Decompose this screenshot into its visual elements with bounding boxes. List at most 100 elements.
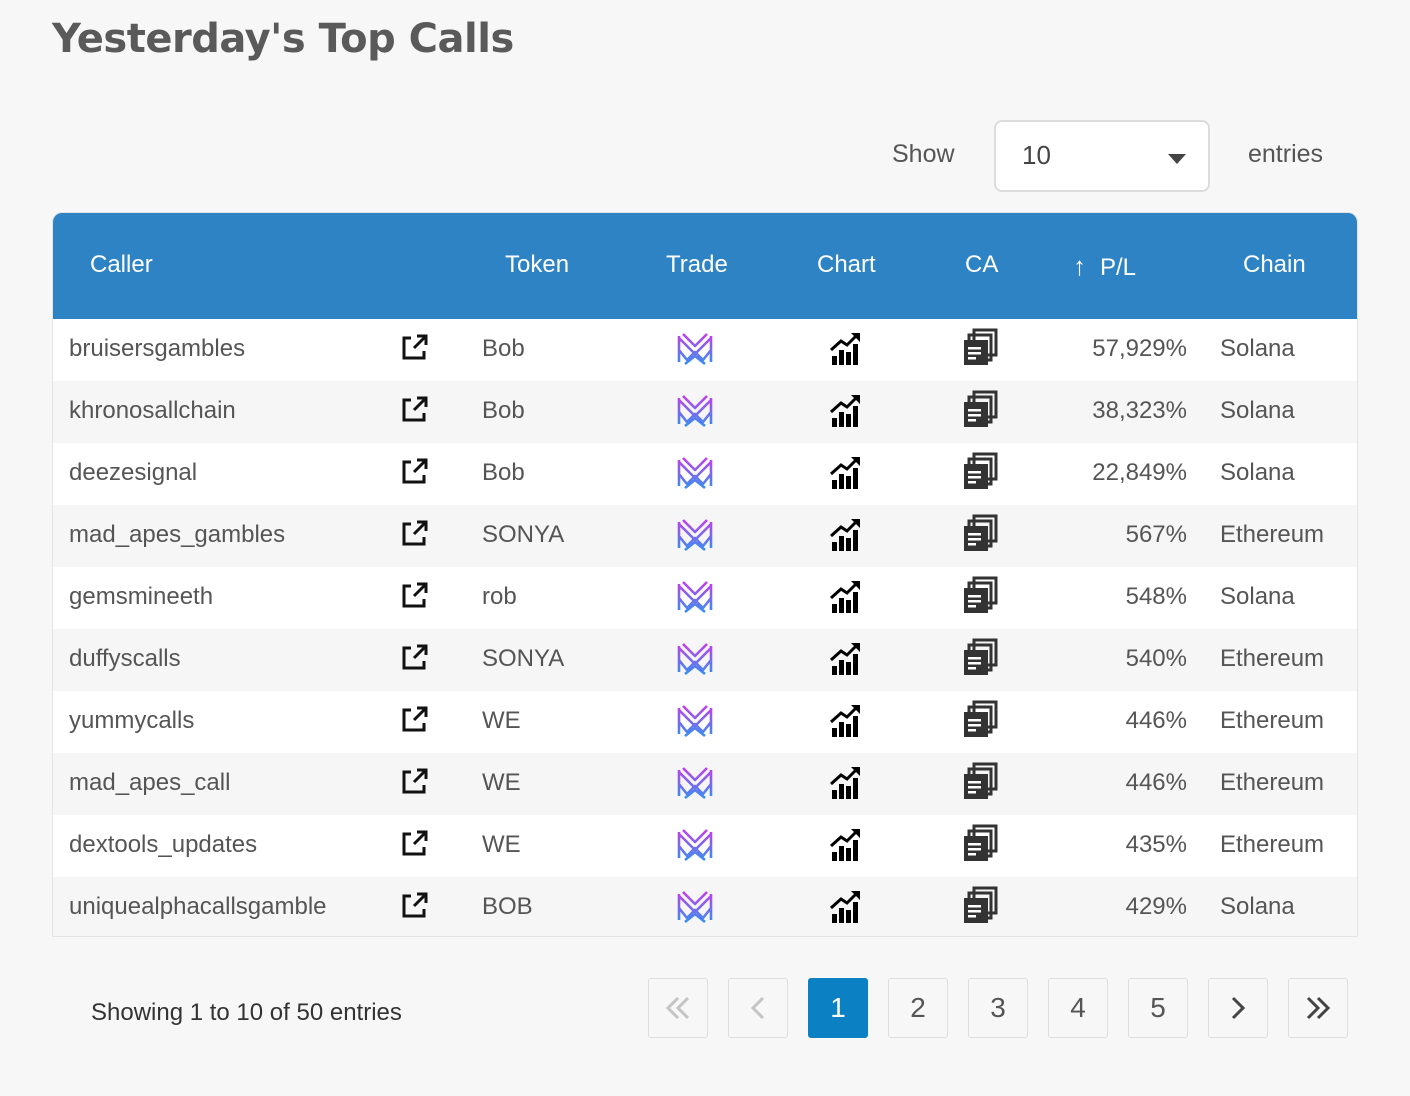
page-title: Yesterday's Top Calls [52, 16, 514, 62]
external-link-icon[interactable] [399, 581, 429, 611]
caller-name: bruisersgambles [69, 335, 246, 362]
chain-name: Ethereum [1220, 521, 1325, 548]
trade-logo-icon[interactable] [675, 578, 715, 616]
trade-logo-icon[interactable] [675, 764, 715, 802]
external-link-icon[interactable] [399, 643, 429, 673]
chart-icon[interactable] [829, 764, 863, 800]
trade-logo-icon[interactable] [675, 826, 715, 864]
copy-icon[interactable] [963, 638, 999, 676]
caller-name: mad_apes_call [69, 769, 231, 796]
token-name: SONYA [482, 645, 565, 672]
token-name: WE [482, 707, 521, 734]
copy-icon[interactable] [963, 390, 999, 428]
page-2-button[interactable]: 2 [888, 978, 948, 1038]
external-link-icon[interactable] [399, 891, 429, 921]
external-link-icon[interactable] [399, 767, 429, 797]
column-header-chart[interactable]: Chart [817, 251, 876, 278]
copy-icon[interactable] [963, 886, 999, 924]
column-header-pl[interactable]: ↑ P/L [1073, 251, 1136, 282]
table-row: uniquealphacallsgamble BOB 429% Solana [53, 877, 1357, 936]
table-row: khronosallchain Bob 38,323% Solana [53, 381, 1357, 443]
copy-icon[interactable] [963, 328, 999, 366]
pl-value: 429% [1125, 893, 1187, 920]
chevron-left-icon [750, 996, 765, 1020]
trade-logo-icon[interactable] [675, 516, 715, 554]
chart-icon[interactable] [829, 888, 863, 924]
arrow-up-icon: ↑ [1073, 251, 1086, 281]
column-header-token[interactable]: Token [505, 251, 570, 278]
page-4-button[interactable]: 4 [1048, 978, 1108, 1038]
trade-logo-icon[interactable] [675, 454, 715, 492]
last-page-button[interactable] [1288, 978, 1348, 1038]
chart-icon[interactable] [829, 826, 863, 862]
entries-label: entries [1248, 140, 1324, 168]
pl-value: 435% [1125, 831, 1187, 858]
table-info: Showing 1 to 10 of 50 entries [91, 999, 402, 1026]
chain-name: Solana [1220, 583, 1295, 610]
entries-per-page-select[interactable]: 10 [994, 120, 1210, 192]
caller-name: dextools_updates [69, 831, 258, 858]
pl-value: 446% [1125, 769, 1187, 796]
column-header-trade[interactable]: Trade [666, 251, 728, 278]
column-header-caller[interactable]: Caller [90, 251, 153, 278]
token-name: WE [482, 831, 521, 858]
chain-name: Solana [1220, 893, 1295, 920]
chart-icon[interactable] [829, 702, 863, 738]
external-link-icon[interactable] [399, 395, 429, 425]
pl-value: 540% [1125, 645, 1187, 672]
trade-logo-icon[interactable] [675, 702, 715, 740]
copy-icon[interactable] [963, 452, 999, 490]
pl-value: 22,849% [1092, 459, 1187, 486]
column-header-ca[interactable]: CA [965, 251, 999, 278]
caller-name: khronosallchain [69, 397, 236, 424]
chain-name: Solana [1220, 397, 1295, 424]
pl-value: 38,323% [1092, 397, 1187, 424]
chain-name: Ethereum [1220, 645, 1325, 672]
table-row: bruisersgambles Bob 57,929% Solana [53, 319, 1357, 381]
copy-icon[interactable] [963, 824, 999, 862]
page-1-button[interactable]: 1 [808, 978, 868, 1038]
trade-logo-icon[interactable] [675, 330, 715, 368]
chart-icon[interactable] [829, 454, 863, 490]
copy-icon[interactable] [963, 576, 999, 614]
external-link-icon[interactable] [399, 333, 429, 363]
chart-icon[interactable] [829, 516, 863, 552]
table-header: Caller Token Trade Chart CA ↑ P/L Chain [53, 213, 1357, 319]
first-page-button[interactable] [648, 978, 708, 1038]
caller-name: gemsmineeth [69, 583, 214, 610]
external-link-icon[interactable] [399, 829, 429, 859]
chart-icon[interactable] [829, 640, 863, 676]
table-row: gemsmineeth rob 548% Solana [53, 567, 1357, 629]
page-5-button[interactable]: 5 [1128, 978, 1188, 1038]
trade-logo-icon[interactable] [675, 888, 715, 926]
column-header-chain[interactable]: Chain [1243, 251, 1306, 278]
trade-logo-icon[interactable] [675, 392, 715, 430]
chain-name: Ethereum [1220, 831, 1325, 858]
copy-icon[interactable] [963, 762, 999, 800]
double-chevron-left-icon [665, 996, 690, 1020]
external-link-icon[interactable] [399, 705, 429, 735]
prev-page-button[interactable] [728, 978, 788, 1038]
caller-name: deezesignal [69, 459, 198, 486]
chain-name: Ethereum [1220, 769, 1325, 796]
token-name: Bob [482, 459, 525, 486]
token-name: BOB [482, 893, 533, 920]
table-row: duffyscalls SONYA 540% Ethereum [53, 629, 1357, 691]
table-body: bruisersgambles Bob 57,929% Solana khronosal… [53, 319, 1357, 936]
chart-icon[interactable] [829, 392, 863, 428]
chain-name: Ethereum [1220, 707, 1325, 734]
token-name: Bob [482, 397, 525, 424]
token-name: SONYA [482, 521, 565, 548]
chart-icon[interactable] [829, 330, 863, 366]
copy-icon[interactable] [963, 700, 999, 738]
external-link-icon[interactable] [399, 519, 429, 549]
external-link-icon[interactable] [399, 457, 429, 487]
trade-logo-icon[interactable] [675, 640, 715, 678]
chart-icon[interactable] [829, 578, 863, 614]
page-3-button[interactable]: 3 [968, 978, 1028, 1038]
chevron-right-icon [1231, 996, 1246, 1020]
pl-value: 57,929% [1092, 335, 1187, 362]
copy-icon[interactable] [963, 514, 999, 552]
next-page-button[interactable] [1208, 978, 1268, 1038]
table-row: mad_apes_call WE 446% Ethereum [53, 753, 1357, 815]
